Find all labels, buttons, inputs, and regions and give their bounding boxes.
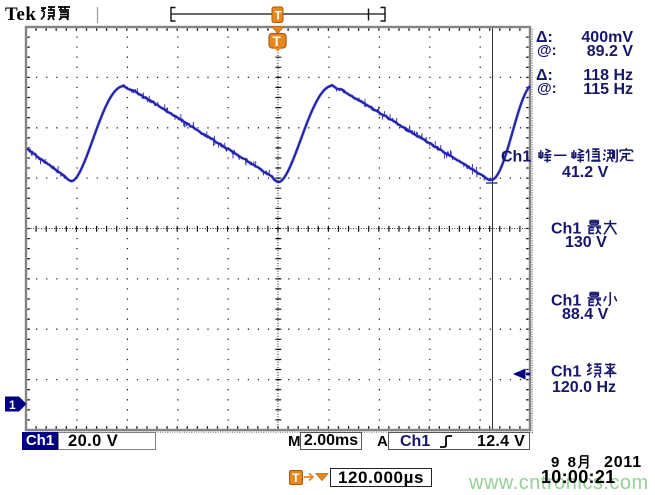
svg-text:1: 1 <box>9 398 16 412</box>
svg-text:T: T <box>273 34 282 49</box>
svg-text:T: T <box>275 9 283 23</box>
